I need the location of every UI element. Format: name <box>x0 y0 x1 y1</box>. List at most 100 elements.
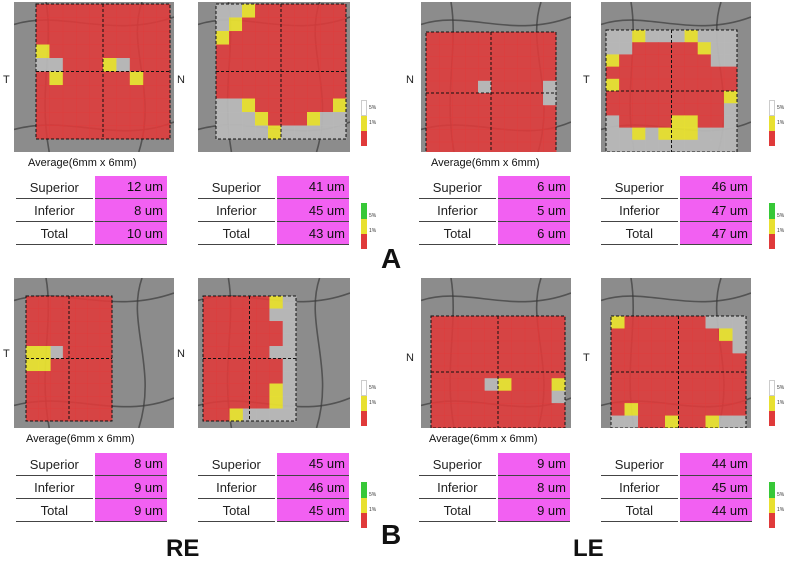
row-value: 44 um <box>677 498 752 522</box>
deviation-cell <box>504 93 518 106</box>
deviation-cell <box>36 44 50 59</box>
deviation-cell <box>638 415 652 428</box>
deviation-cell <box>439 80 453 94</box>
deviation-cell <box>294 112 308 126</box>
deviation-cell <box>719 353 733 367</box>
deviation-cell <box>697 54 712 67</box>
deviation-cell <box>538 316 552 329</box>
deviation-cell <box>268 85 282 99</box>
deviation-cell <box>530 129 544 143</box>
deviation-cell <box>471 390 485 404</box>
deviation-cell <box>333 71 347 86</box>
row-value: 9 um <box>92 498 167 522</box>
deviation-cell <box>129 44 144 59</box>
deviation-cell <box>543 44 557 57</box>
deviation-cell <box>619 103 633 116</box>
deviation-cell <box>203 383 217 397</box>
deviation-cell <box>705 390 720 404</box>
deviation-cell <box>156 125 171 140</box>
thickness-table: Superior 12 um Inferior 8 um Total 10 um <box>16 175 167 245</box>
deviation-cell <box>671 54 685 67</box>
deviation-cell <box>320 125 334 140</box>
deviation-cell <box>606 66 620 80</box>
deviation-cell <box>638 365 652 379</box>
deviation-cell <box>431 390 445 404</box>
deviation-cell <box>619 115 633 128</box>
deviation-cell <box>426 80 440 94</box>
deviation-cell <box>38 371 51 384</box>
deviation-cell <box>524 328 539 342</box>
deviation-cell <box>697 42 712 55</box>
deviation-cell <box>457 415 472 428</box>
row-value: 45 um <box>274 498 349 522</box>
row-value: 45 um <box>274 452 349 476</box>
deviation-cell <box>99 296 113 309</box>
deviation-cell <box>491 141 505 152</box>
row-label: Superior <box>16 452 94 476</box>
deviation-cell <box>38 333 51 347</box>
deviation-cell <box>658 66 672 80</box>
deviation-cell <box>38 346 51 359</box>
deviation-cell <box>129 58 144 72</box>
deviation-cell <box>671 139 685 152</box>
deviation-cell <box>229 358 244 372</box>
row-value: 8 um <box>92 198 167 222</box>
deviation-cell <box>89 4 104 18</box>
deviation-cell <box>103 44 117 59</box>
deviation-cell <box>426 32 440 45</box>
deviation-cell <box>282 408 297 422</box>
deviation-cell <box>116 58 131 72</box>
deviation-cell <box>49 71 64 86</box>
deviation-cell <box>333 17 347 32</box>
row-value: 6 um <box>495 221 570 245</box>
left-eye-label: LE <box>573 535 604 562</box>
deviation-cell <box>129 71 144 86</box>
deviation-cell <box>611 316 625 329</box>
deviation-cell <box>471 353 485 367</box>
deviation-map <box>601 278 751 428</box>
deviation-cell <box>439 56 453 69</box>
table-color-scale: 5% 1% <box>361 203 376 249</box>
deviation-cell <box>619 54 633 67</box>
deviation-cell <box>732 390 747 404</box>
deviation-cell <box>320 58 334 72</box>
deviation-cell <box>203 408 217 422</box>
deviation-cell <box>87 358 101 372</box>
legend-5pct: 5% <box>369 213 377 219</box>
deviation-cell <box>719 390 733 404</box>
deviation-cell <box>710 139 725 152</box>
fundus-re-b-inner <box>14 278 174 428</box>
deviation-cell <box>491 117 505 130</box>
deviation-cell <box>651 353 666 367</box>
fundus-le-b-outer <box>601 278 751 428</box>
deviation-cell <box>294 85 308 99</box>
deviation-cell <box>511 328 526 342</box>
deviation-cell <box>452 68 466 82</box>
deviation-cell <box>333 44 347 59</box>
deviation-cell <box>26 346 39 359</box>
deviation-cell <box>36 17 50 32</box>
deviation-cell <box>671 127 685 141</box>
deviation-cell <box>705 353 720 367</box>
average-label: Average(6mm x 6mm) <box>26 433 135 445</box>
deviation-cell <box>491 129 505 143</box>
deviation-cell <box>444 340 459 354</box>
deviation-cell <box>543 117 557 130</box>
deviation-cell <box>281 125 295 140</box>
deviation-cell <box>619 78 633 92</box>
deviation-cell <box>216 396 230 409</box>
deviation-cell <box>62 31 77 45</box>
deviation-cell <box>606 78 620 92</box>
deviation-cell <box>439 44 453 57</box>
deviation-cell <box>36 112 50 126</box>
deviation-cell <box>705 316 720 329</box>
deviation-cell <box>511 390 526 404</box>
deviation-cell <box>62 358 76 372</box>
deviation-cell <box>307 17 321 32</box>
deviation-cell <box>75 371 88 384</box>
deviation-cell <box>511 316 526 329</box>
deviation-cell <box>268 112 282 126</box>
deviation-cell <box>49 58 64 72</box>
deviation-cell <box>50 358 64 372</box>
deviation-cell <box>281 71 295 86</box>
